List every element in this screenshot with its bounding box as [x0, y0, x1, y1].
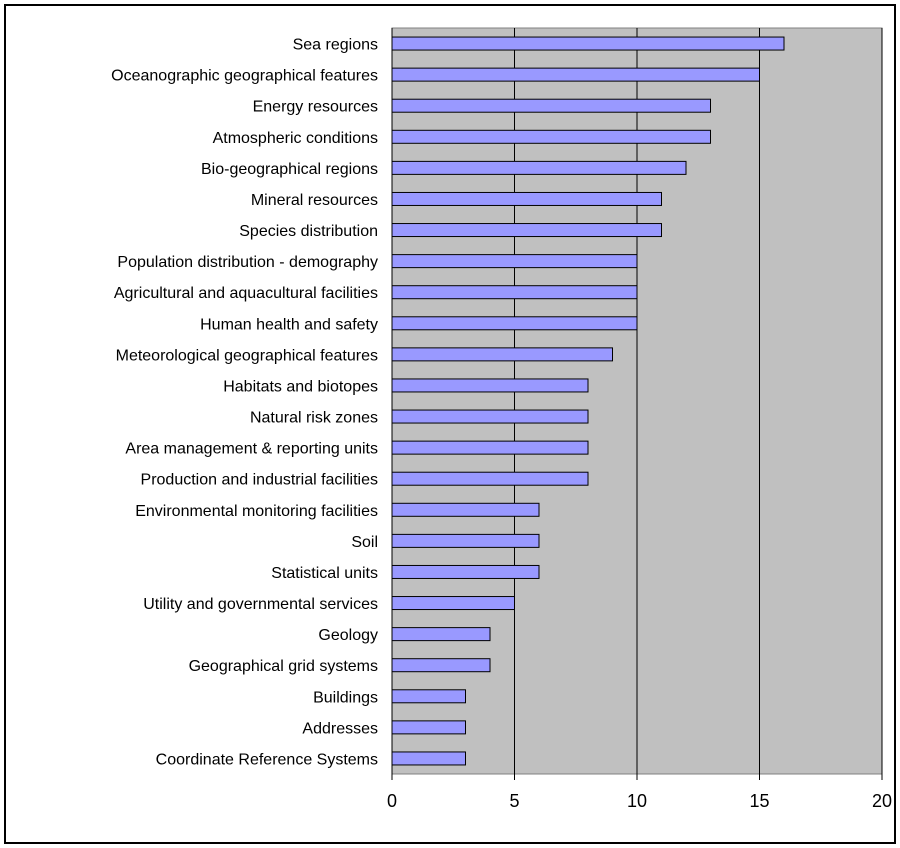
bar	[391, 98, 711, 113]
x-tick-label: 0	[387, 791, 397, 811]
bar	[391, 533, 540, 548]
bar	[391, 160, 687, 175]
category-label: Species distribution	[239, 223, 378, 240]
bar	[391, 129, 711, 144]
bar	[391, 564, 540, 579]
x-tick-label: 5	[509, 791, 519, 811]
category-labels: Sea regions Oceanographic geographical fe…	[111, 37, 378, 769]
category-label: Bio-geographical regions	[201, 161, 378, 178]
category-label: Statistical units	[271, 565, 378, 582]
category-label: Soil	[351, 534, 378, 551]
bar	[391, 223, 662, 238]
bar	[391, 191, 662, 206]
bar-chart: Sea regions Oceanographic geographical fe…	[111, 27, 892, 811]
bar	[391, 67, 760, 82]
x-tick-labels: 0 5 10 15 20	[387, 791, 892, 811]
x-tick-label: 15	[749, 791, 769, 811]
category-label: Addresses	[302, 720, 378, 737]
category-label: Population distribution - demography	[117, 254, 378, 271]
bar	[391, 502, 540, 517]
category-label: Meteorological geographical features	[116, 347, 378, 364]
category-label: Atmospheric conditions	[213, 130, 378, 147]
category-label: Habitats and biotopes	[223, 378, 378, 395]
bar	[391, 378, 589, 393]
bar	[391, 285, 638, 300]
category-label: Environmental monitoring facilities	[135, 503, 378, 520]
category-label: Geographical grid systems	[189, 658, 378, 675]
bar	[391, 471, 589, 486]
category-label: Coordinate Reference Systems	[156, 751, 378, 768]
bar	[391, 658, 491, 673]
category-label: Geology	[318, 627, 378, 644]
category-label: Mineral resources	[251, 192, 378, 209]
category-label: Human health and safety	[200, 316, 378, 333]
gridlines	[391, 28, 883, 780]
category-label: Sea regions	[293, 37, 378, 54]
category-label: Utility and governmental services	[143, 596, 378, 613]
bar	[391, 596, 515, 611]
bar	[391, 720, 466, 735]
bar	[391, 440, 589, 455]
bar	[391, 316, 638, 331]
category-label: Agricultural and aquacultural facilities	[114, 285, 378, 302]
bar	[391, 347, 613, 362]
bar	[391, 689, 466, 704]
category-label: Production and industrial facilities	[141, 472, 378, 489]
x-tick-label: 10	[627, 791, 647, 811]
category-label: Oceanographic geographical features	[111, 68, 378, 85]
bar	[391, 409, 589, 424]
bar	[391, 254, 638, 269]
bar	[391, 751, 466, 766]
bar	[391, 36, 785, 51]
category-label: Buildings	[313, 689, 378, 706]
chart-frame: Sea regions Oceanographic geographical fe…	[4, 4, 896, 844]
category-label: Energy resources	[253, 99, 378, 116]
category-label: Area management & reporting units	[125, 441, 378, 458]
bar	[391, 627, 491, 642]
category-label: Natural risk zones	[250, 410, 378, 427]
x-tick-label: 20	[872, 791, 892, 811]
bars	[391, 36, 785, 766]
